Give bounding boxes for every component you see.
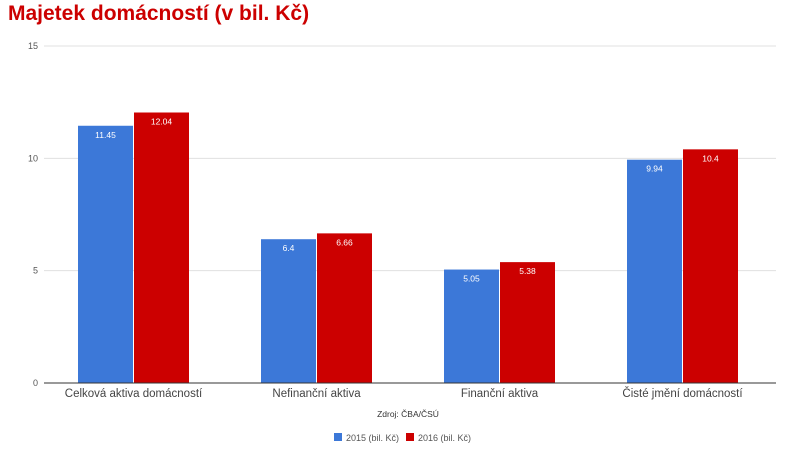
data-label: 5.05 — [463, 274, 480, 284]
data-label: 10.4 — [702, 153, 719, 163]
y-tick-label: 15 — [28, 41, 38, 51]
x-category-label: Nefinanční aktiva — [272, 388, 361, 400]
bar-2016-bil-kc-financni-aktiva[interactable] — [500, 262, 555, 383]
y-axis-ticks: 0 5 10 15 — [28, 41, 38, 388]
bar-2016-bil-kc-nefinancni-aktiva[interactable] — [317, 233, 372, 383]
x-axis-categories: Celková aktiva domácností Nefinanční akti… — [65, 387, 744, 400]
data-label: 6.4 — [283, 243, 295, 253]
bar-2015-bil-kc-nefinancni-aktiva[interactable] — [261, 239, 316, 383]
bar-2015-bil-kc-financni-aktiva[interactable] — [444, 269, 499, 383]
legend-item-2015-bil-kc[interactable]: 2015 (bil. Kč) — [346, 433, 399, 443]
bar-2016-bil-kc-ciste-jmeni-domacnosti[interactable] — [683, 149, 738, 383]
legend-swatch-2015-bil-kc — [334, 433, 342, 441]
legend-item-2016-bil-kc[interactable]: 2016 (bil. Kč) — [418, 433, 471, 443]
x-category-label: Finanční aktiva — [461, 388, 539, 400]
x-category-label: Čisté jmění domácností — [622, 387, 743, 400]
data-label: 5.38 — [519, 266, 536, 276]
data-labels: 11.45 12.04 6.4 6.66 5.05 5.38 9.94 10.4 — [95, 117, 719, 284]
bar-2016-bil-kc-celkova-aktiva-domacnosti[interactable] — [134, 112, 189, 383]
y-tick-label: 0 — [33, 378, 38, 388]
x-category-label: Celková aktiva domácností — [65, 388, 203, 400]
data-label: 6.66 — [336, 237, 353, 247]
data-label: 9.94 — [646, 164, 663, 174]
legend-swatch-2016-bil-kc — [406, 433, 414, 441]
y-tick-label: 10 — [28, 153, 38, 163]
data-label: 12.04 — [151, 117, 173, 127]
bar-2015-bil-kc-celkova-aktiva-domacnosti[interactable] — [78, 125, 133, 384]
chart-title: Majetek domácností (v bil. Kč) — [8, 2, 310, 25]
legend[interactable]: 2015 (bil. Kč) 2016 (bil. Kč) — [334, 433, 471, 443]
bar-2015-bil-kc-ciste-jmeni-domacnosti[interactable] — [627, 159, 682, 383]
bars — [78, 112, 738, 384]
y-tick-label: 5 — [33, 266, 38, 276]
data-label: 11.45 — [95, 130, 116, 140]
source-note: Zdroj: ČBA/ČSÚ — [377, 409, 439, 419]
